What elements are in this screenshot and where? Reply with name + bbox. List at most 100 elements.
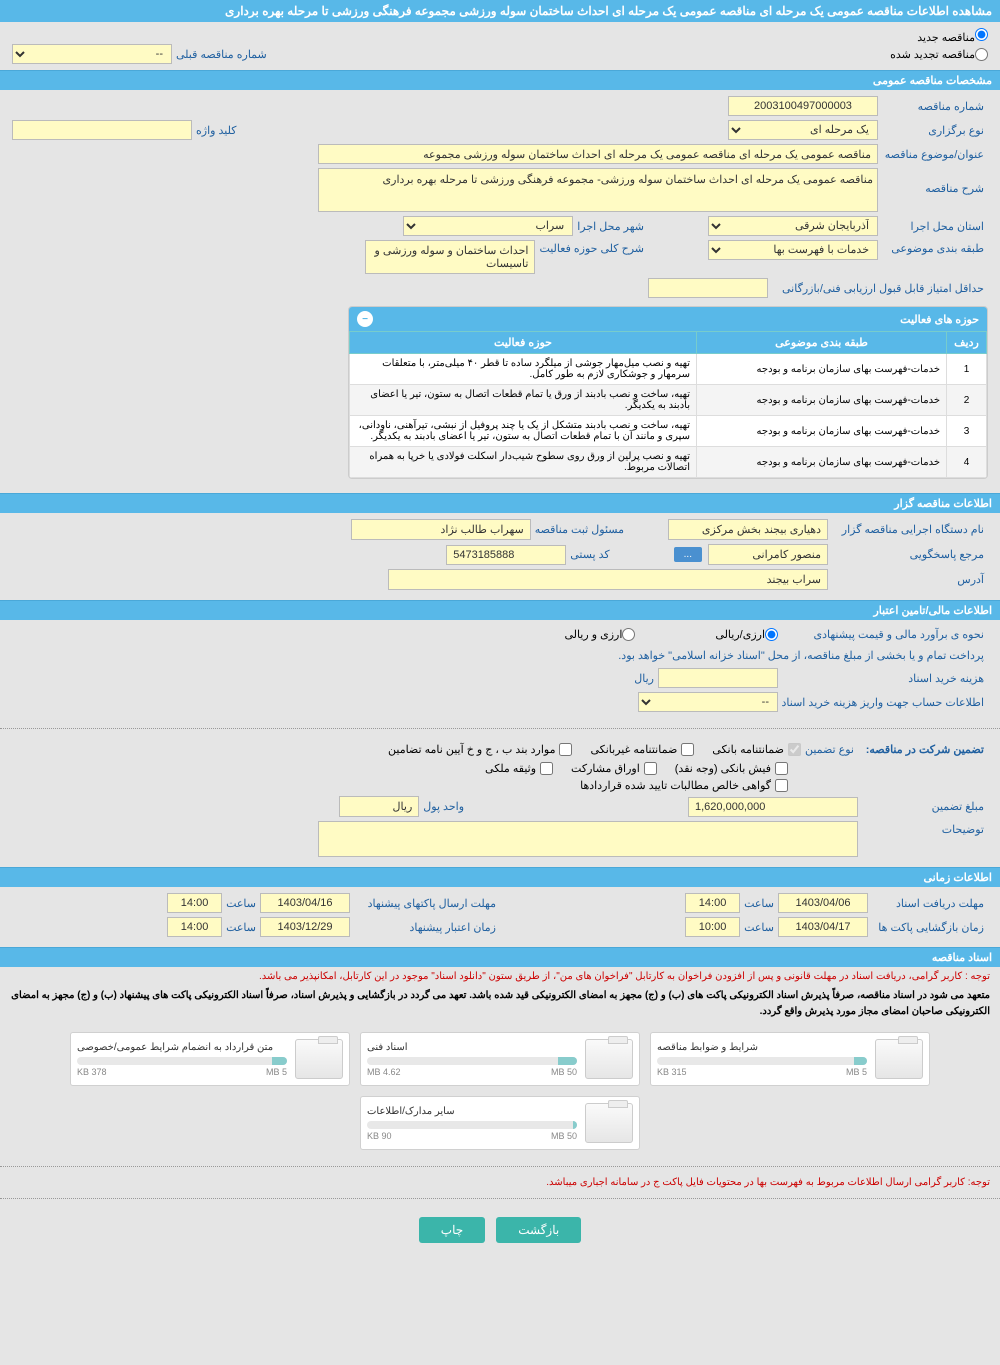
open-hour: 10:00 (685, 917, 740, 937)
agency: دهیاری بیجند بخش مرکزی (668, 519, 828, 540)
account-select[interactable]: -- (638, 692, 778, 712)
postal: 5473185888 (446, 545, 566, 565)
notes-textarea[interactable] (318, 821, 858, 857)
guarantee-amount[interactable] (688, 797, 858, 817)
col-activity: حوزه فعالیت (350, 332, 697, 354)
notes-label: توضیحات (858, 821, 988, 838)
type-label: نوع برگزاری (878, 122, 988, 139)
address: سراب بیجند (388, 569, 828, 590)
province-label: استان محل اجرا (878, 218, 988, 235)
registrar-label: مسئول ثبت مناقصه (531, 521, 628, 538)
class-label: طبقه بندی موضوعی (878, 240, 988, 257)
activity-label: شرح کلی حوزه فعالیت (535, 240, 648, 257)
section-docs: اسناد مناقصه (0, 947, 1000, 967)
unit-rial: ریال (630, 670, 658, 687)
city-label: شهر محل اجرا (573, 218, 648, 235)
activity-panel-title: حوزه های فعالیت (900, 313, 979, 326)
send-hour: 14:00 (167, 893, 222, 913)
desc-textarea[interactable]: مناقصه عمومی یک مرحله ای احداث ساختمان س… (318, 168, 878, 212)
activity-desc: احداث ساختمان و سوله ورزشی و تاسیسات (365, 240, 535, 274)
postal-label: کد پستی (566, 546, 613, 563)
radio-renewed-label: مناقصه تجدید شده (890, 48, 975, 61)
print-button[interactable]: چاپ (419, 1217, 485, 1243)
contact-more-button[interactable]: ... (674, 547, 702, 562)
currency-label: واحد پول (419, 798, 468, 815)
chk-nonbank-label: ضمانتنامه غیربانکی (590, 743, 677, 756)
page-title: مشاهده اطلاعات مناقصه عمومی یک مرحله ای … (0, 0, 1000, 22)
collapse-icon[interactable]: − (357, 311, 373, 327)
chk-bylaw-label: موارد بند ب ، ج و خ آیین نامه تضامین (388, 743, 555, 756)
doc-title: سایر مدارک/اطلاعات (367, 1106, 577, 1117)
prev-tender-label: شماره مناقصه قبلی (172, 46, 271, 63)
registrar: سهراب طالب نژاد (351, 519, 531, 540)
chk-property-label: وثیقه ملکی (485, 762, 536, 775)
docs-note1: توجه : کاربر گرامی، دریافت اسناد در مهلت… (0, 967, 1000, 986)
docs-note2: متعهد می شود در اسناد مناقصه، صرفاً پذیر… (0, 986, 1000, 1022)
estimate-label: نحوه ی برآورد مالی و قیمت پیشنهادی (778, 626, 988, 643)
receive-date: 1403/04/06 (778, 893, 868, 913)
back-button[interactable]: بازگشت (496, 1217, 581, 1243)
keyword-input[interactable] (12, 120, 192, 140)
contact-label: مرجع پاسخگویی (828, 546, 988, 563)
hour-label-2: ساعت (222, 895, 260, 912)
min-score-label: حداقل امتیاز قابل قبول ارزیابی فنی/بازرگ… (768, 280, 988, 297)
hour-label-3: ساعت (740, 919, 778, 936)
radio-renewed[interactable] (975, 48, 988, 61)
chk-property[interactable] (540, 762, 553, 775)
doc-title: اسناد فنی (367, 1042, 577, 1053)
hour-label-1: ساعت (740, 895, 778, 912)
chk-bank-label: ضمانتنامه بانکی (712, 743, 784, 756)
table-row: 3خدمات-فهرست بهای سازمان برنامه و بودجهت… (350, 416, 987, 447)
folder-icon (585, 1039, 633, 1079)
guarantee-amount-label: مبلغ تضمین (858, 798, 988, 815)
account-label: اطلاعات حساب جهت واریز هزینه خرید اسناد (778, 694, 988, 711)
chk-receivables[interactable] (775, 779, 788, 792)
keyword-label: کلید واژه (192, 122, 240, 139)
doc-card[interactable]: اسناد فنی 50 MB4.62 MB (360, 1032, 640, 1086)
validity-label: زمان اعتبار پیشنهاد (350, 919, 500, 936)
validity-date: 1403/12/29 (260, 917, 350, 937)
chk-receivables-label: گواهی خالص مطالبات تایید شده قراردادها (580, 779, 771, 792)
receive-hour: 14:00 (685, 893, 740, 913)
chk-securities[interactable] (644, 762, 657, 775)
subject-input[interactable] (318, 144, 878, 164)
agency-label: نام دستگاه اجرایی مناقصه گزار (828, 521, 988, 538)
tender-no-label: شماره مناقصه (878, 98, 988, 115)
receive-label: مهلت دریافت اسناد (868, 895, 988, 912)
doc-card[interactable]: سایر مدارک/اطلاعات 50 MB90 KB (360, 1096, 640, 1150)
section-time: اطلاعات زمانی (0, 867, 1000, 887)
prev-tender-select[interactable]: -- (12, 44, 172, 64)
chk-nonbank[interactable] (681, 743, 694, 756)
folder-icon (585, 1103, 633, 1143)
validity-hour: 14:00 (167, 917, 222, 937)
col-row: ردیف (947, 332, 987, 354)
chk-cash-label: فیش بانکی (وجه نقد) (675, 762, 771, 775)
doc-cost-input[interactable] (658, 668, 778, 688)
activity-table: ردیف طبقه بندی موضوعی حوزه فعالیت 1خدمات… (349, 331, 987, 478)
radio-new-label: مناقصه جدید (917, 32, 975, 44)
radio-rial[interactable] (765, 628, 778, 641)
class-select[interactable]: خدمات با فهرست بها (708, 240, 878, 260)
radio-both[interactable] (622, 628, 635, 641)
city-select[interactable]: سراب (403, 216, 573, 236)
send-label: مهلت ارسال پاکتهای پیشنهاد (350, 895, 500, 912)
docs-note3: توجه: کاربر گرامی ارسال اطلاعات مربوط به… (0, 1173, 1000, 1192)
radio-new[interactable] (975, 28, 988, 41)
contact: منصور کامرانی (708, 544, 828, 565)
guarantee-type-label: نوع تضمین (801, 741, 858, 758)
province-select[interactable]: آذربایجان شرقی (708, 216, 878, 236)
chk-bylaw[interactable] (559, 743, 572, 756)
type-select[interactable]: یک مرحله ای (728, 120, 878, 140)
send-date: 1403/04/16 (260, 893, 350, 913)
tender-no: 2003100497000003 (728, 96, 878, 116)
address-label: آدرس (828, 571, 988, 588)
doc-card[interactable]: شرایط و ضوابط مناقصه 5 MB315 KB (650, 1032, 930, 1086)
doc-card[interactable]: متن قرارداد به انضمام شرایط عمومی/خصوصی … (70, 1032, 350, 1086)
tender-kind-radios: مناقصه جدید مناقصه تجدید شده شماره مناقص… (0, 22, 1000, 70)
doc-cost-label: هزینه خرید اسناد (778, 670, 988, 687)
hour-label-4: ساعت (222, 919, 260, 936)
radio-rial-label: ارزی/ریالی (715, 628, 765, 641)
chk-cash[interactable] (775, 762, 788, 775)
open-label: زمان بازگشایی پاکت ها (868, 919, 988, 936)
min-score-input[interactable] (648, 278, 768, 298)
